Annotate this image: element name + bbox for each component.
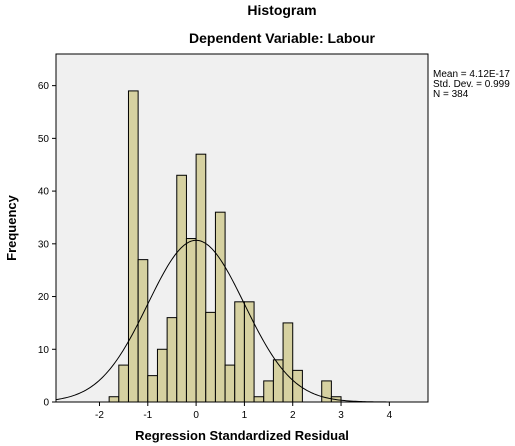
chart-subtitle: Dependent Variable: Labour bbox=[189, 30, 375, 46]
histogram-bar-6 bbox=[166, 317, 178, 403]
x-axis-label: Regression Standardized Residual bbox=[135, 428, 349, 443]
histogram-bar-10 bbox=[205, 311, 216, 403]
histogram-bar-2 bbox=[127, 90, 139, 403]
stats-std-dev: Std. Dev. = 0.999 bbox=[433, 79, 510, 90]
x-tick-label: 4 bbox=[387, 410, 393, 421]
x-tick-label: 2 bbox=[290, 410, 296, 421]
histogram-bar-13 bbox=[234, 301, 245, 403]
y-tick-label: 50 bbox=[38, 134, 50, 145]
histogram-bar-3 bbox=[137, 259, 149, 403]
y-tick-label: 30 bbox=[38, 239, 50, 250]
y-axis: 0 10 20 30 40 50 60 bbox=[38, 81, 56, 409]
histogram-bar-12 bbox=[224, 364, 236, 403]
histogram-bar-7 bbox=[176, 174, 187, 403]
histogram-bar-9 bbox=[195, 153, 207, 403]
x-tick-label: -1 bbox=[143, 410, 152, 421]
histogram-bar-16 bbox=[263, 380, 274, 403]
stats-n: N = 384 bbox=[433, 89, 469, 100]
y-tick-label: 10 bbox=[38, 345, 50, 356]
x-tick-label: -2 bbox=[95, 410, 104, 421]
normal-curve bbox=[55, 239, 428, 403]
x-axis: -2 -1 0 1 2 3 4 bbox=[95, 402, 393, 421]
histogram-bar-4 bbox=[147, 375, 158, 403]
histogram-bar-0 bbox=[108, 396, 120, 403]
x-tick-label: 3 bbox=[338, 410, 344, 421]
histogram-bar-14 bbox=[243, 301, 255, 403]
histogram-bar-8 bbox=[185, 238, 197, 403]
histogram-bar-17 bbox=[272, 359, 284, 403]
chart-title: Histogram bbox=[247, 2, 316, 18]
y-tick-label: 60 bbox=[38, 81, 50, 92]
histogram-bars bbox=[108, 90, 342, 403]
y-tick-label: 0 bbox=[43, 398, 49, 409]
stats-mean: Mean = 4.12E-17 bbox=[433, 69, 510, 80]
histogram-bar-18 bbox=[282, 322, 294, 403]
histogram-bar-1 bbox=[118, 364, 129, 403]
y-tick-label: 20 bbox=[38, 292, 50, 303]
y-axis-label: Frequency bbox=[4, 194, 19, 261]
histogram-bar-15 bbox=[253, 396, 265, 403]
histogram-bar-11 bbox=[214, 211, 226, 403]
y-tick-label: 40 bbox=[38, 187, 50, 198]
x-tick-label: 0 bbox=[193, 410, 199, 421]
histogram-bar-20 bbox=[321, 380, 332, 403]
x-tick-label: 1 bbox=[242, 410, 248, 421]
histogram-bar-5 bbox=[156, 348, 168, 403]
histogram-bar-19 bbox=[292, 369, 303, 403]
